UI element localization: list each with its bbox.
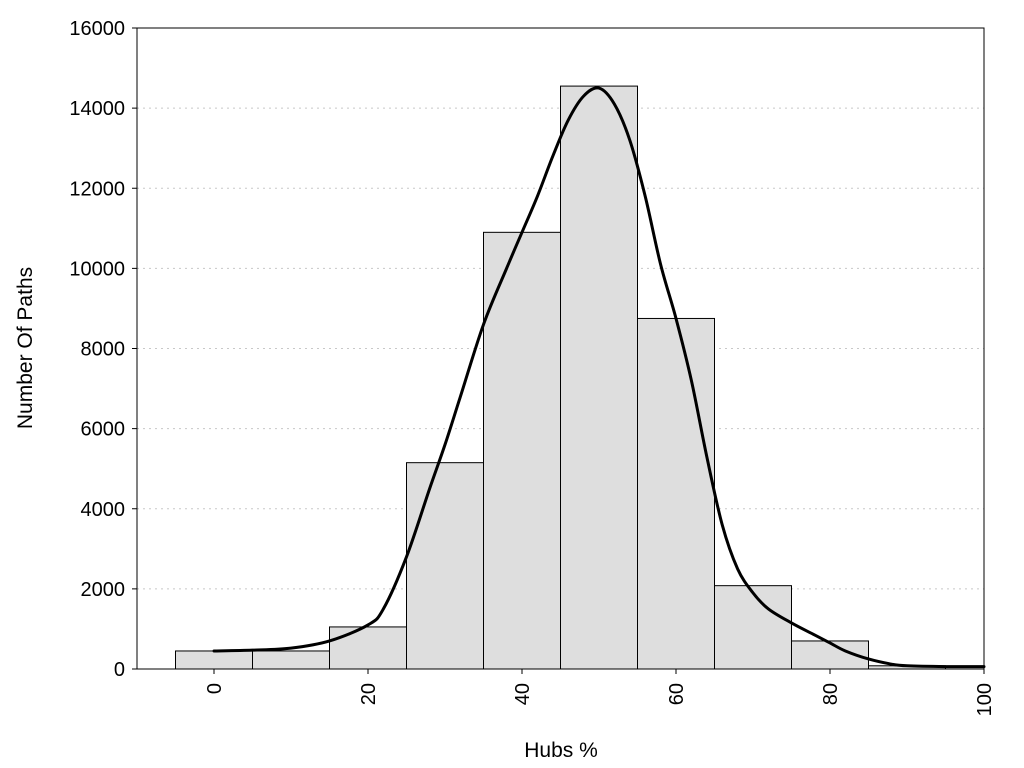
x-tick-label-20: 20 xyxy=(358,683,380,705)
y-tick-label-6000: 6000 xyxy=(81,419,126,441)
bar-10 xyxy=(252,650,330,670)
y-tick-label-14000: 14000 xyxy=(69,98,125,120)
y-tick-label-8000: 8000 xyxy=(81,339,126,361)
bar-70 xyxy=(714,585,792,670)
x-tick-label-80: 80 xyxy=(820,683,842,705)
x-tick-label-0: 0 xyxy=(204,683,226,694)
bar-50 xyxy=(560,85,638,670)
y-tick-label-2000: 2000 xyxy=(81,579,126,601)
y-tick-label-10000: 10000 xyxy=(69,258,125,280)
y-tick-label-16000: 16000 xyxy=(69,18,125,40)
curve-layer xyxy=(212,86,986,669)
y-axis-title: Number Of Paths xyxy=(14,267,37,429)
y-axis: 0 2000 4000 6000 8000 10000 12000 14000 16000 xyxy=(69,18,137,681)
x-tick-label-100: 100 xyxy=(974,683,996,716)
bar-30 xyxy=(406,462,484,670)
y-tick-label-12000: 12000 xyxy=(69,178,125,200)
x-tick-label-40: 40 xyxy=(512,683,534,705)
bar-40 xyxy=(483,231,561,670)
bar-60 xyxy=(637,317,715,670)
bar-0 xyxy=(175,650,253,670)
density-curve xyxy=(212,86,986,669)
bar-20 xyxy=(329,626,407,670)
x-axis: 0 20 40 60 80 100 xyxy=(204,669,996,716)
x-tick-label-60: 60 xyxy=(666,683,688,705)
y-tick-label-0: 0 xyxy=(114,659,125,681)
x-axis-title: Hubs % xyxy=(524,739,598,762)
bar-layer xyxy=(175,85,946,670)
y-tick-label-4000: 4000 xyxy=(81,499,126,521)
